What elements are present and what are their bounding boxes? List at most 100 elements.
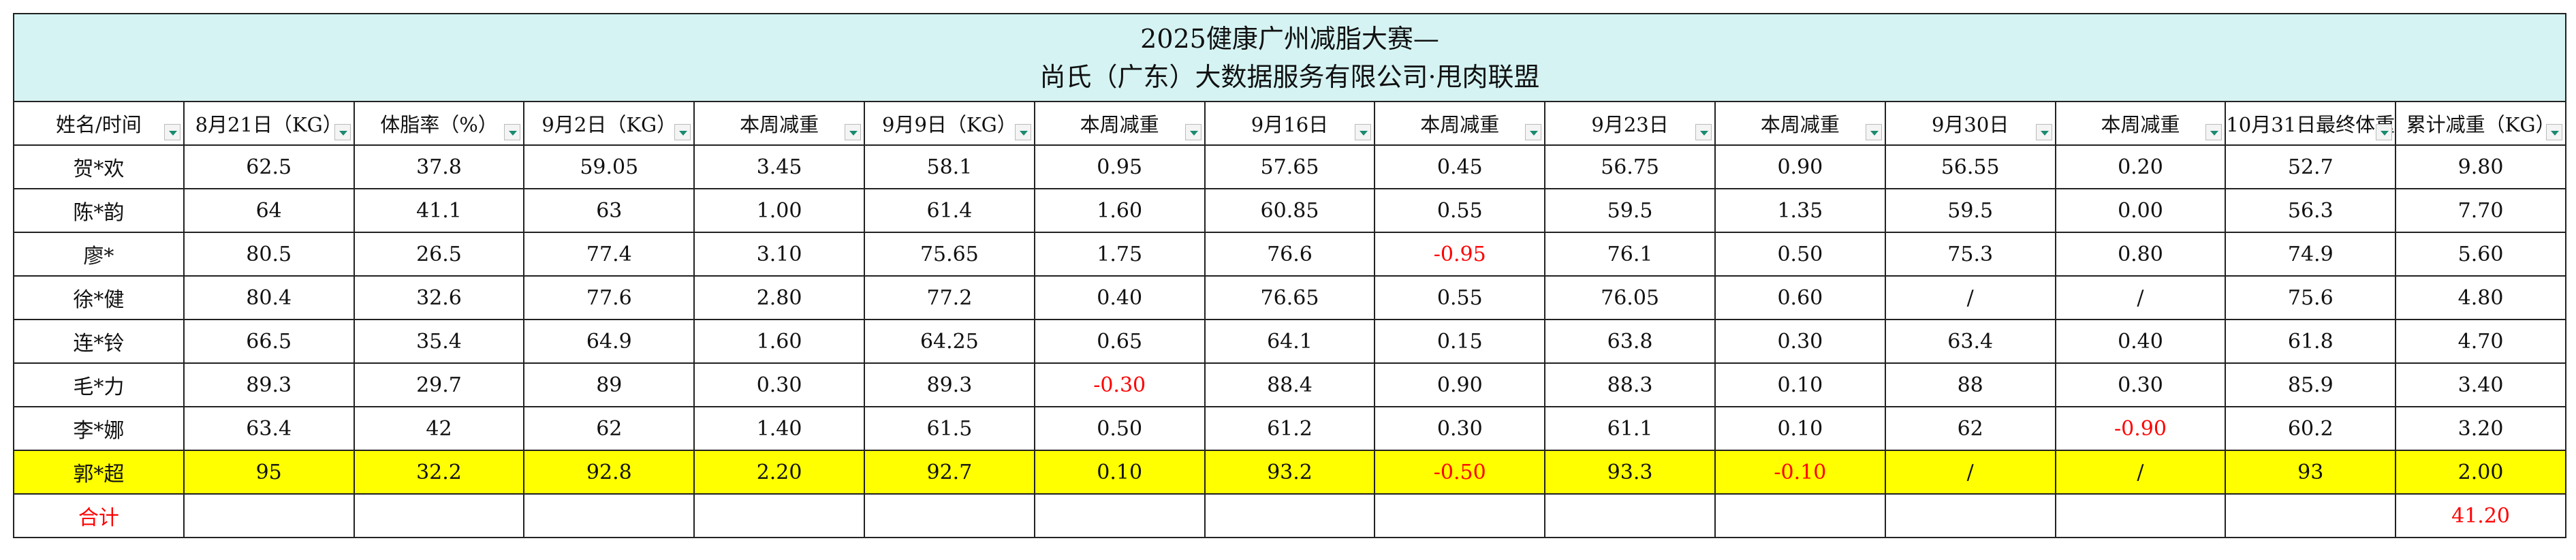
value-cell: 59.05 [523, 144, 695, 189]
value-cell: 26.5 [353, 232, 525, 277]
value-cell: 64.9 [523, 319, 695, 364]
total-label: 合计 [13, 493, 185, 538]
value-cell: 66.5 [183, 319, 355, 364]
value-cell: 76.05 [1544, 275, 1716, 320]
empty-cell [1033, 493, 1206, 538]
empty-cell [2225, 493, 2397, 538]
data-row: 李*娜 63.4 42 62 1.40 61.5 0.50 61.2 0.30 61.1 0.10 6… [13, 406, 2566, 451]
value-cell: 56.75 [1544, 144, 1716, 189]
value-cell: 52.7 [2225, 144, 2397, 189]
name-cell: 廖* [13, 232, 185, 277]
name-cell: 陈*韵 [13, 188, 185, 233]
header-cell: 9月23日 [1544, 101, 1716, 146]
value-cell: 58.1 [863, 144, 1035, 189]
empty-cell [1204, 493, 1376, 538]
empty-cell [1374, 493, 1546, 538]
total-value: 41.20 [2395, 493, 2566, 538]
value-cell: 2.20 [693, 450, 865, 495]
header-cell: 10月31日最终体重 [2225, 101, 2397, 146]
header-cell: 体脂率（%） [353, 101, 525, 146]
value-cell: 61.2 [1204, 406, 1376, 451]
value-cell: 93.2 [1204, 450, 1376, 495]
value-cell: -0.30 [1033, 362, 1206, 407]
value-cell: 93.3 [1544, 450, 1716, 495]
empty-cell [523, 493, 695, 538]
name-cell: 李*娜 [13, 406, 185, 451]
name-cell: 郭*超 [13, 450, 185, 495]
value-cell: -0.95 [1374, 232, 1546, 277]
value-cell: 59.5 [1544, 188, 1716, 233]
value-cell: / [2054, 275, 2227, 320]
value-cell: 62 [523, 406, 695, 451]
value-cell: 77.4 [523, 232, 695, 277]
value-cell: 0.15 [1374, 319, 1546, 364]
value-cell: 2.00 [2395, 450, 2566, 495]
value-cell: 88 [1884, 362, 2056, 407]
header-cell: 本周减重 [1374, 101, 1546, 146]
value-cell: 0.20 [2054, 144, 2227, 189]
value-cell: 60.2 [2225, 406, 2397, 451]
value-cell: / [1884, 450, 2056, 495]
value-cell: 5.60 [2395, 232, 2566, 277]
value-cell: 1.00 [693, 188, 865, 233]
empty-cell [1544, 493, 1716, 538]
title-line: 尚氏（广东）大数据服务有限公司·甩肉联盟 [1039, 61, 1540, 92]
name-cell: 连*铃 [13, 319, 185, 364]
data-row: 徐*健 80.4 32.6 77.6 2.80 77.2 0.40 76.65 0.55 76.0… [13, 275, 2566, 320]
header-cell: 姓名/时间 [13, 101, 185, 146]
empty-cell [693, 493, 865, 538]
value-cell: 61.5 [863, 406, 1035, 451]
value-cell: 0.30 [2054, 362, 2227, 407]
data-row: 毛*力 89.3 29.7 89 0.30 89.3 -0.30 88.4 0.90 88.3 0.… [13, 362, 2566, 407]
empty-cell [1884, 493, 2056, 538]
header-cell: 9月30日 [1884, 101, 2056, 146]
value-cell: 80.4 [183, 275, 355, 320]
value-cell: 56.55 [1884, 144, 2056, 189]
data-row: 陈*韵 64 41.1 63 1.00 61.4 1.60 60.85 0.55 59.5 1.35… [13, 188, 2566, 233]
value-cell: / [2054, 450, 2227, 495]
value-cell: 76.6 [1204, 232, 1376, 277]
value-cell: 89.3 [183, 362, 355, 407]
value-cell: 0.30 [1714, 319, 1886, 364]
value-cell: 92.8 [523, 450, 695, 495]
value-cell: 59.5 [1884, 188, 2056, 233]
value-cell: 61.4 [863, 188, 1035, 233]
value-cell: 7.70 [2395, 188, 2566, 233]
value-cell: / [1884, 275, 2056, 320]
header-cell: 8月21日（KG） [183, 101, 355, 146]
data-row: 连*铃 66.5 35.4 64.9 1.60 64.25 0.65 64.1 0.15 63.8… [13, 319, 2566, 364]
header-cell: 累计减重（KG） [2395, 101, 2566, 146]
header-cell: 本周减重 [693, 101, 865, 146]
value-cell: 35.4 [353, 319, 525, 364]
value-cell: 0.55 [1374, 275, 1546, 320]
value-cell: 64.25 [863, 319, 1035, 364]
value-cell: 77.6 [523, 275, 695, 320]
empty-cell [1714, 493, 1886, 538]
value-cell: 3.45 [693, 144, 865, 189]
title-row: 2025健康广州减脂大赛— 尚氏（广东）大数据服务有限公司·甩肉联盟 [13, 13, 2566, 102]
value-cell: 0.10 [1033, 450, 1206, 495]
weight-table: 2025健康广州减脂大赛— 尚氏（广东）大数据服务有限公司·甩肉联盟 姓名/时间… [13, 13, 2566, 538]
header-cell: 9月2日（KG） [523, 101, 695, 146]
value-cell: 0.90 [1374, 362, 1546, 407]
value-cell: 92.7 [863, 450, 1035, 495]
value-cell: -0.50 [1374, 450, 1546, 495]
value-cell: 3.10 [693, 232, 865, 277]
value-cell: 4.80 [2395, 275, 2566, 320]
value-cell: 0.55 [1374, 188, 1546, 233]
value-cell: 89.3 [863, 362, 1035, 407]
value-cell: 0.30 [1374, 406, 1546, 451]
name-cell: 毛*力 [13, 362, 185, 407]
value-cell: 93 [2225, 450, 2397, 495]
value-cell: 75.65 [863, 232, 1035, 277]
value-cell: 64.1 [1204, 319, 1376, 364]
header-cell: 9月9日（KG） [863, 101, 1035, 146]
total-row: 合计 41.20 [13, 493, 2566, 538]
value-cell: 1.60 [1033, 188, 1206, 233]
header-cell: 本周减重 [2054, 101, 2227, 146]
empty-cell [183, 493, 355, 538]
value-cell: 0.40 [1033, 275, 1206, 320]
value-cell: 57.65 [1204, 144, 1376, 189]
value-cell: 4.70 [2395, 319, 2566, 364]
